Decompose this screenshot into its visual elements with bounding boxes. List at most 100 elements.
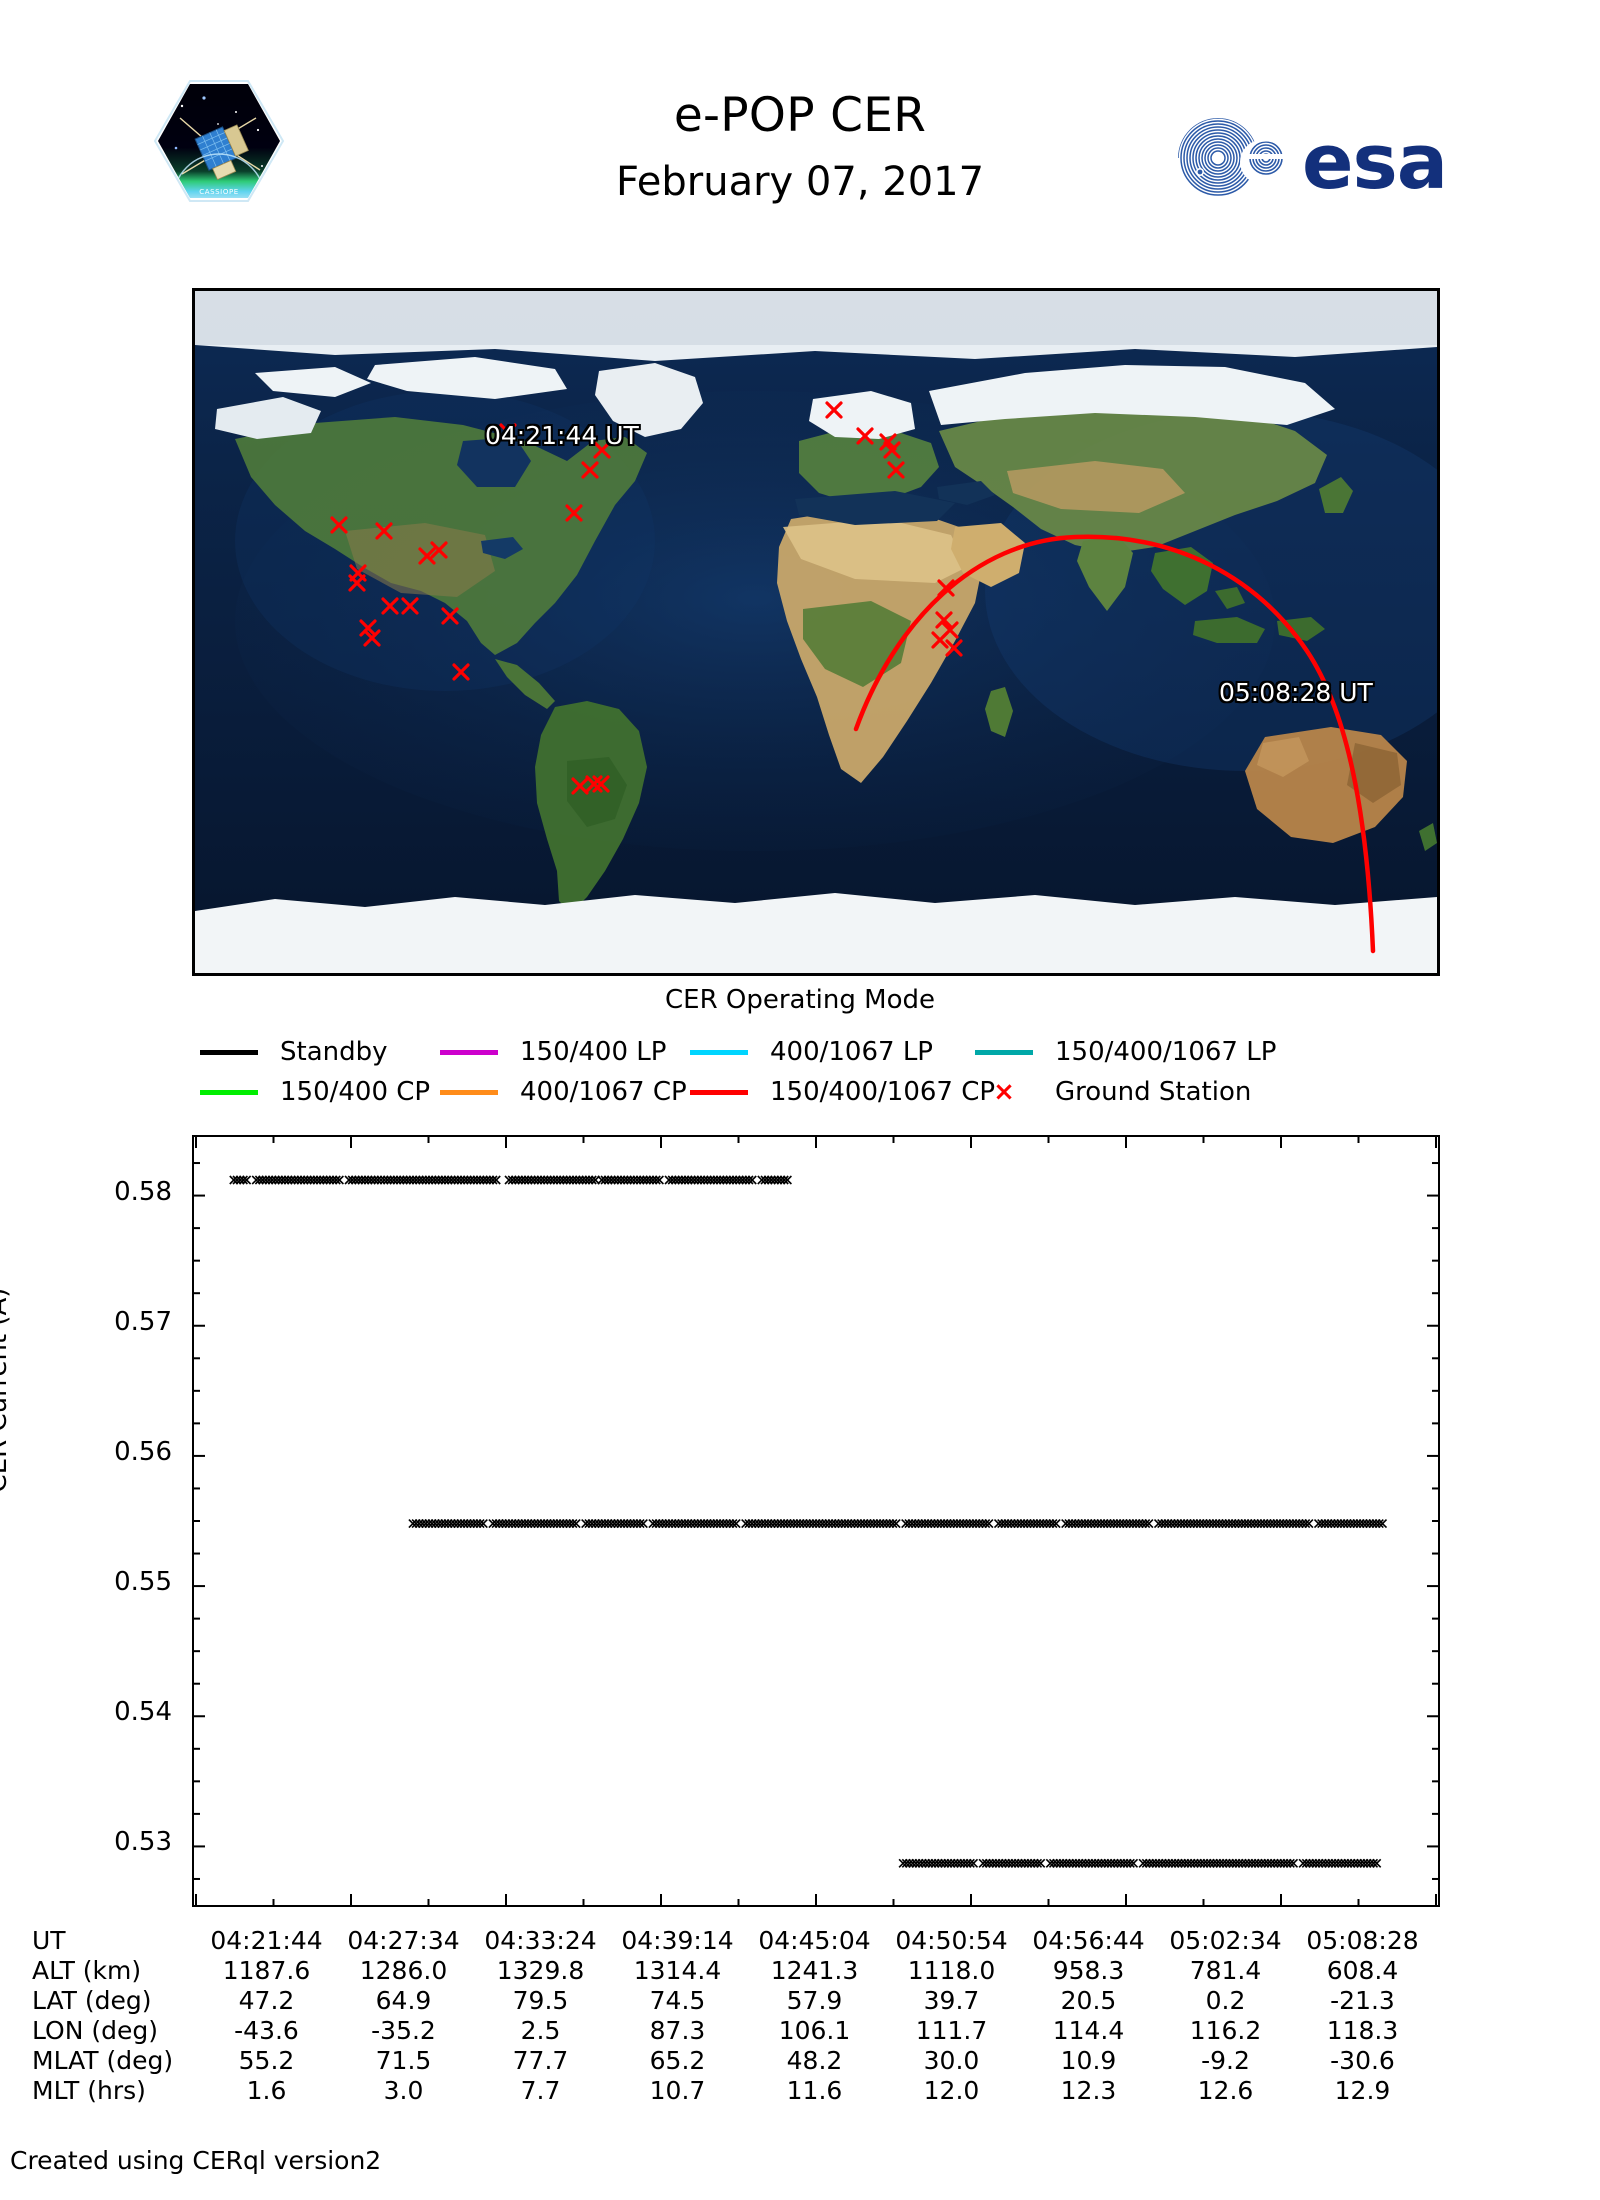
legend-swatch-150-400-1067-cp <box>690 1089 748 1095</box>
table-cell: 7.7 <box>520 2075 561 2105</box>
table-cell: 1241.3 <box>770 1955 859 1985</box>
table-row-label-mlt: MLT (hrs) <box>32 2075 146 2105</box>
table-cell: 20.5 <box>1060 1985 1117 2015</box>
ephemeris-table: UT 04:21:44 04:27:34 04:33:24 04:39:14 04:45:… <box>0 1925 1600 2105</box>
legend-item-150-400-lp[interactable]: 150/400 LP <box>440 1037 690 1067</box>
ground-station-icon: × <box>993 1077 1015 1107</box>
legend-swatch-150-400-1067-lp <box>975 1049 1033 1055</box>
table-cell: 111.7 <box>915 2015 988 2045</box>
table-cell: 48.2 <box>786 2045 843 2075</box>
table-cell: 1286.0 <box>359 1955 448 1985</box>
scatter-series-2 <box>408 1519 1388 1529</box>
table-row-label-lat: LAT (deg) <box>32 1985 152 2015</box>
table-cell: 04:56:44 <box>1032 1925 1145 1955</box>
table-cell: 114.4 <box>1052 2015 1125 2045</box>
orbit-map[interactable]: 04:21:44 UT 05:08:28 UT <box>192 288 1440 976</box>
table-cell: -43.6 <box>234 2015 299 2045</box>
title-block: e-POP CER February 07, 2017 <box>430 85 1170 211</box>
table-cell: 12.0 <box>923 2075 980 2105</box>
table-cell: 05:02:34 <box>1169 1925 1282 1955</box>
table-row-label-mlat: MLAT (deg) <box>32 2045 174 2075</box>
cassiope-logo-caption: CASSIOPE <box>199 188 239 196</box>
table-cell: -9.2 <box>1201 2045 1250 2075</box>
legend-title: CER Operating Mode <box>664 985 935 1015</box>
legend-item-400-1067-cp[interactable]: 400/1067 CP <box>440 1077 690 1107</box>
table-cell: 04:39:14 <box>621 1925 734 1955</box>
legend-swatch-150-400-lp <box>440 1049 498 1055</box>
table-row-label-lon: LON (deg) <box>32 2015 158 2045</box>
table-cell: 1118.0 <box>907 1955 996 1985</box>
y-axis-label: CER Current (A) <box>0 1287 13 1493</box>
table-cell: -35.2 <box>371 2015 436 2045</box>
table-row-label-alt: ALT (km) <box>32 1955 142 1985</box>
legend-swatch-400-1067-lp <box>690 1049 748 1055</box>
legend-label-150-400-1067-lp: 150/400/1067 LP <box>1055 1037 1277 1067</box>
table-cell: 1314.4 <box>633 1955 722 1985</box>
table-cell: 47.2 <box>238 1985 295 2015</box>
table-row: MLAT (deg) 55.2 71.5 77.7 65.2 48.2 30.0 10.9 -9… <box>0 2045 1600 2075</box>
y-tick-label-3: 0.55 <box>114 1567 172 1598</box>
table-cell: 65.2 <box>649 2045 706 2075</box>
table-row: UT 04:21:44 04:27:34 04:33:24 04:39:14 04:45:… <box>0 1925 1600 1955</box>
legend-item-standby[interactable]: Standby <box>200 1037 440 1067</box>
page-title: e-POP CER <box>673 88 927 143</box>
y-tick-label-4: 0.54 <box>114 1697 172 1728</box>
legend-item-ground-station[interactable]: × Ground Station <box>975 1077 1275 1107</box>
y-tick-label-5: 0.53 <box>114 1827 172 1858</box>
y-tick-label-1: 0.57 <box>114 1306 172 1337</box>
legend-label-150-400-lp: 150/400 LP <box>520 1037 667 1067</box>
scatter-series-3 <box>898 1858 1382 1868</box>
table-row: MLT (hrs) 1.6 3.0 7.7 10.7 11.6 12.0 12.3 12.6 12… <box>0 2075 1600 2105</box>
plot-data-layer <box>194 1137 1438 1905</box>
table-cell: 79.5 <box>512 1985 569 2015</box>
table-cell: 12.9 <box>1334 2075 1391 2105</box>
table-cell: 10.7 <box>649 2075 706 2105</box>
scatter-series-1 <box>229 1175 792 1185</box>
legend-row-2: 150/400 CP 400/1067 CP 150/400/1067 CP ×… <box>200 1072 1460 1112</box>
table-cell: 04:27:34 <box>347 1925 460 1955</box>
table-cell: 1.6 <box>246 2075 287 2105</box>
table-cell: 1329.8 <box>496 1955 585 1985</box>
ground-station-markers <box>330 401 963 795</box>
table-cell: 10.9 <box>1060 2045 1117 2075</box>
table-row: ALT (km) 1187.6 1286.0 1329.8 1314.4 1241.3 11… <box>0 1955 1600 1985</box>
legend-label-150-400-1067-cp: 150/400/1067 CP <box>770 1077 996 1107</box>
table-cell: 57.9 <box>786 1985 843 2015</box>
table-cell: 39.7 <box>923 1985 980 2015</box>
table-cell: 106.1 <box>778 2015 851 2045</box>
map-start-time-label: 04:21:44 UT <box>485 421 639 450</box>
legend-row-1: Standby 150/400 LP 400/1067 LP 150/400/1… <box>200 1032 1460 1072</box>
table-row: LAT (deg) 47.2 64.9 79.5 74.5 57.9 39.7 20.5 0.2… <box>0 1985 1600 2015</box>
y-tick-label-2: 0.56 <box>114 1436 172 1467</box>
table-cell: 87.3 <box>649 2015 706 2045</box>
esa-logo-text: esa <box>1302 117 1447 206</box>
legend-item-150-400-1067-cp[interactable]: 150/400/1067 CP <box>690 1077 995 1107</box>
table-cell: 781.4 <box>1189 1955 1262 1985</box>
footer-credit: Created using CERql version2 <box>10 2146 382 2175</box>
table-cell: 77.7 <box>512 2045 569 2075</box>
table-cell: 1187.6 <box>222 1955 311 1985</box>
page-date: February 07, 2017 <box>615 159 985 205</box>
table-cell: 04:21:44 <box>210 1925 323 1955</box>
table-cell: 12.3 <box>1060 2075 1117 2105</box>
esa-logo: esa <box>1170 110 1470 206</box>
table-cell: 04:50:54 <box>895 1925 1008 1955</box>
table-cell: 30.0 <box>923 2045 980 2075</box>
legend-item-150-400-cp[interactable]: 150/400 CP <box>200 1077 440 1107</box>
legend-item-400-1067-lp[interactable]: 400/1067 LP <box>690 1037 975 1067</box>
legend-item-150-400-1067-lp[interactable]: 150/400/1067 LP <box>975 1037 1277 1067</box>
cer-current-plot[interactable] <box>192 1135 1440 1907</box>
table-cell: 2.5 <box>520 2015 561 2045</box>
table-cell: 74.5 <box>649 1985 706 2015</box>
table-cell: 118.3 <box>1326 2015 1399 2045</box>
table-cell: -30.6 <box>1330 2045 1395 2075</box>
table-cell: -21.3 <box>1330 1985 1395 2015</box>
legend: Standby 150/400 LP 400/1067 LP 150/400/1… <box>200 1032 1460 1112</box>
table-cell: 04:45:04 <box>758 1925 871 1955</box>
table-row: LON (deg) -43.6 -35.2 2.5 87.3 106.1 111.7 114.… <box>0 2015 1600 2045</box>
y-tick-label-0: 0.58 <box>114 1176 172 1207</box>
legend-swatch-150-400-cp <box>200 1089 258 1095</box>
legend-label-standby: Standby <box>280 1037 388 1067</box>
table-cell: 958.3 <box>1052 1955 1125 1985</box>
table-cell: 3.0 <box>383 2075 424 2105</box>
